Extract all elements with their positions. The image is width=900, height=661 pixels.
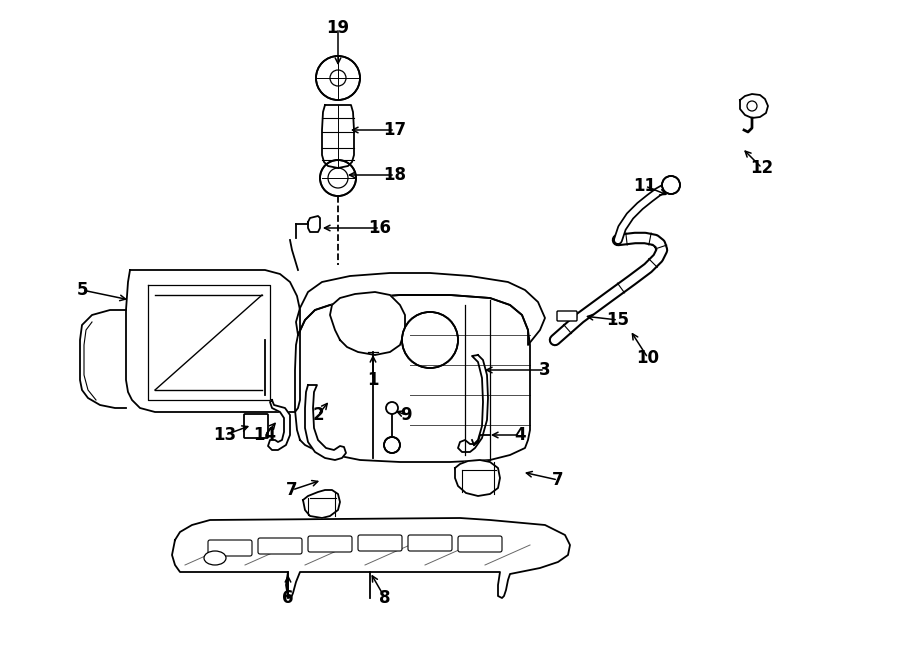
Text: 6: 6	[283, 589, 293, 607]
FancyBboxPatch shape	[358, 535, 402, 551]
Text: 7: 7	[553, 471, 563, 489]
Text: 12: 12	[751, 159, 774, 177]
Text: 18: 18	[383, 166, 407, 184]
FancyBboxPatch shape	[258, 538, 302, 554]
Polygon shape	[295, 295, 530, 462]
FancyBboxPatch shape	[557, 311, 577, 321]
Text: 8: 8	[379, 589, 391, 607]
Text: 10: 10	[636, 349, 660, 367]
Text: 16: 16	[368, 219, 392, 237]
Text: 4: 4	[514, 426, 526, 444]
FancyBboxPatch shape	[458, 536, 502, 552]
Text: 9: 9	[400, 406, 412, 424]
FancyBboxPatch shape	[408, 535, 452, 551]
Text: 3: 3	[539, 361, 551, 379]
Circle shape	[384, 437, 400, 453]
Polygon shape	[308, 216, 320, 232]
Ellipse shape	[204, 551, 226, 565]
Polygon shape	[322, 105, 354, 168]
Circle shape	[316, 56, 360, 100]
Text: 15: 15	[607, 311, 629, 329]
Text: 19: 19	[327, 19, 349, 37]
Text: 17: 17	[383, 121, 407, 139]
Polygon shape	[455, 460, 500, 496]
Text: 2: 2	[312, 406, 324, 424]
Polygon shape	[296, 273, 545, 345]
Polygon shape	[268, 400, 290, 450]
FancyBboxPatch shape	[208, 540, 252, 556]
Polygon shape	[172, 518, 570, 598]
Text: 13: 13	[213, 426, 237, 444]
Circle shape	[402, 312, 458, 368]
Circle shape	[386, 402, 398, 414]
Polygon shape	[330, 292, 405, 355]
Polygon shape	[126, 270, 300, 412]
Polygon shape	[305, 385, 346, 460]
Text: 11: 11	[634, 177, 656, 195]
Text: 14: 14	[254, 426, 276, 444]
Polygon shape	[458, 355, 488, 452]
Polygon shape	[80, 310, 126, 408]
FancyBboxPatch shape	[308, 536, 352, 552]
Circle shape	[662, 176, 680, 194]
Text: 5: 5	[76, 281, 88, 299]
Circle shape	[320, 160, 356, 196]
Polygon shape	[740, 94, 768, 118]
Text: 1: 1	[367, 371, 379, 389]
FancyBboxPatch shape	[244, 414, 268, 438]
Polygon shape	[303, 490, 340, 518]
Text: 7: 7	[286, 481, 298, 499]
